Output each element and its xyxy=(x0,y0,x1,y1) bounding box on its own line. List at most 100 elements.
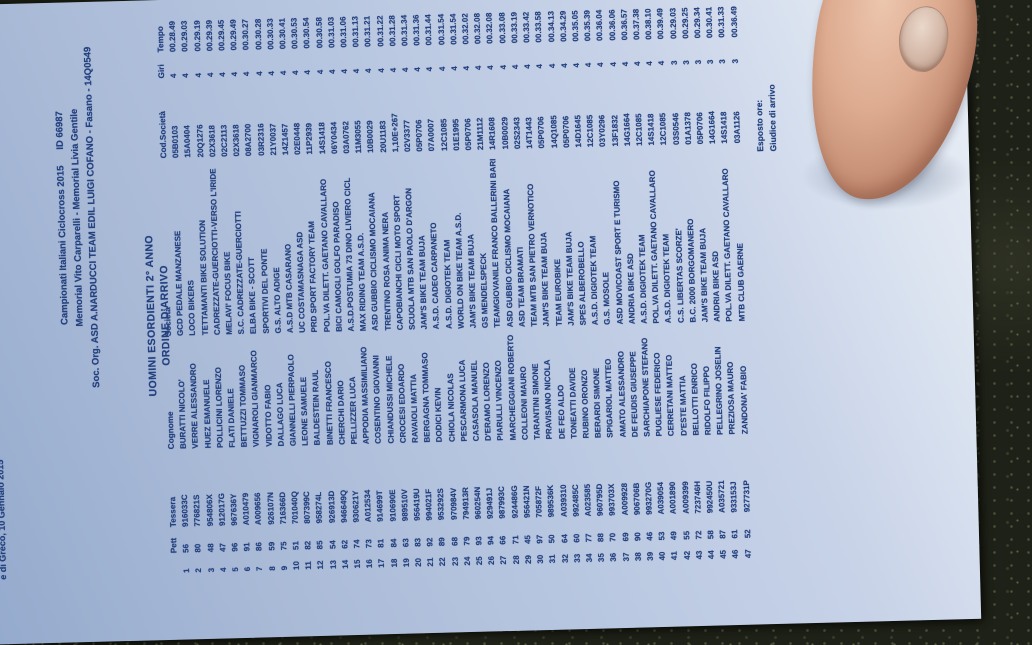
cell-pett: 50 xyxy=(547,534,557,544)
cell-pos: 40 xyxy=(657,551,668,561)
cell-pett: 90 xyxy=(632,532,643,542)
cell-pett: 58 xyxy=(706,530,716,540)
cell-pett: 82 xyxy=(303,540,313,550)
cell-pos: 14 xyxy=(340,559,350,569)
cell-pos: 26 xyxy=(487,555,497,566)
cell-tempo: 00.37.38 xyxy=(631,8,642,41)
cell-pett: 86 xyxy=(254,541,264,552)
cell-pett: 79 xyxy=(462,536,472,546)
cell-giri: 4 xyxy=(620,61,630,67)
cell-giri: 3 xyxy=(718,59,728,64)
cell-pett: 62 xyxy=(340,539,350,549)
document-header: Campionati Italiani Ciclocross 2015 ID 6… xyxy=(49,0,106,438)
cell-tempo: 00.35.39 xyxy=(582,9,593,42)
cell-pos: 5 xyxy=(230,567,241,572)
cell-pos: 13 xyxy=(328,560,338,570)
cell-pett: 53 xyxy=(657,531,667,541)
cell-pett: 51 xyxy=(291,541,301,551)
cell-pos: 19 xyxy=(401,558,411,568)
cell-pos: 18 xyxy=(389,558,399,568)
cell-giri: 4 xyxy=(571,62,581,68)
cell-giri: 4 xyxy=(303,70,313,75)
cell-pett: 55 xyxy=(681,530,691,540)
cell-pos: 47 xyxy=(743,549,753,559)
cell-pos: 25 xyxy=(474,556,485,566)
cell-cod: 03A1126 xyxy=(731,111,742,144)
cell-pett: 87 xyxy=(718,529,728,539)
cell-pos: 46 xyxy=(730,549,741,559)
cell-pos: 32 xyxy=(560,553,570,564)
cell-pos: 31 xyxy=(548,554,558,564)
cell-pett: 92 xyxy=(425,537,435,547)
cell-pett: 54 xyxy=(327,540,338,550)
cell-pos: 39 xyxy=(645,551,655,561)
cell-pos: 12 xyxy=(316,560,326,570)
cell-tempo: 00.31.34 xyxy=(399,14,410,47)
cell-pett: 71 xyxy=(510,535,521,545)
cell-pos: 45 xyxy=(718,549,729,559)
column-header-giri: Giri xyxy=(156,64,167,79)
cell-giri: 4 xyxy=(376,68,386,73)
cell-pos: 16 xyxy=(365,559,375,569)
cell-pett: 69 xyxy=(620,532,630,542)
cell-pett: 73 xyxy=(364,539,374,549)
cell-pos: 17 xyxy=(377,558,387,568)
cell-giri: 3 xyxy=(693,59,703,65)
cell-pos: 24 xyxy=(462,556,472,566)
cell-giri: 4 xyxy=(461,65,472,71)
cell-pett: 66 xyxy=(498,535,508,545)
cell-tessera: 927731P xyxy=(741,480,752,513)
cell-pett: 56 xyxy=(181,543,191,554)
cell-giri: 4 xyxy=(608,62,618,67)
cell-giri: 4 xyxy=(657,60,667,66)
cell-pett: 94 xyxy=(486,535,496,546)
cell-tempo: 00.32.02 xyxy=(460,13,471,45)
cell-pos: 44 xyxy=(706,550,716,560)
cell-pett: 74 xyxy=(352,539,362,549)
cell-pos: 6 xyxy=(243,566,253,572)
cell-giri: 4 xyxy=(400,67,411,73)
cell-pos: 30 xyxy=(535,554,546,564)
cell-giri: 4 xyxy=(413,67,423,72)
cell-tempo: 00.33.42 xyxy=(521,11,532,43)
cell-pett: 64 xyxy=(559,533,569,544)
cell-pos: 38 xyxy=(633,552,643,562)
cell-giri: 4 xyxy=(559,63,569,68)
date-line: e di Greco, 10 Gennaio 2015 xyxy=(0,459,9,580)
cell-giri: 4 xyxy=(522,64,533,69)
cell-pett: 60 xyxy=(571,533,582,543)
cell-giri: 4 xyxy=(339,69,350,74)
cell-pos: 15 xyxy=(352,559,363,569)
cell-pett: 77 xyxy=(584,533,594,543)
cell-giri: 4 xyxy=(205,72,215,78)
cell-giri: 4 xyxy=(193,72,203,78)
cell-pos: 2 xyxy=(194,568,204,573)
cell-giri: 4 xyxy=(266,70,276,76)
cell-pos: 1 xyxy=(182,568,192,574)
cell-giri: 4 xyxy=(254,71,264,76)
cell-pos: 20 xyxy=(413,557,424,567)
cell-pos: 43 xyxy=(694,550,704,560)
cell-tempo: 00.33.19 xyxy=(509,11,520,44)
cell-pett: 93 xyxy=(474,536,484,546)
cell-pett: 47 xyxy=(218,542,228,553)
cell-pos: 23 xyxy=(450,556,460,567)
cell-tempo: 00.34.29 xyxy=(558,10,568,42)
cell-giri: 3 xyxy=(705,59,716,65)
cell-giri: 4 xyxy=(388,67,398,73)
cell-pos: 22 xyxy=(438,557,448,567)
cell-giri: 4 xyxy=(449,66,459,71)
cell-giri: 4 xyxy=(315,69,325,75)
cell-tempo: 00.29.25 xyxy=(680,7,690,39)
cell-pett: 97 xyxy=(535,534,545,544)
cell-giri: 4 xyxy=(596,62,606,68)
cell-pos: 8 xyxy=(267,566,277,571)
cell-pos: 10 xyxy=(291,561,302,571)
cell-tempo: 00.29.03 xyxy=(667,7,678,40)
cell-pos: 34 xyxy=(584,553,594,563)
cell-pos: 42 xyxy=(682,550,692,560)
cell-pos: 4 xyxy=(218,567,228,573)
cell-pos: 41 xyxy=(669,551,680,561)
cell-giri: 4 xyxy=(644,61,655,66)
